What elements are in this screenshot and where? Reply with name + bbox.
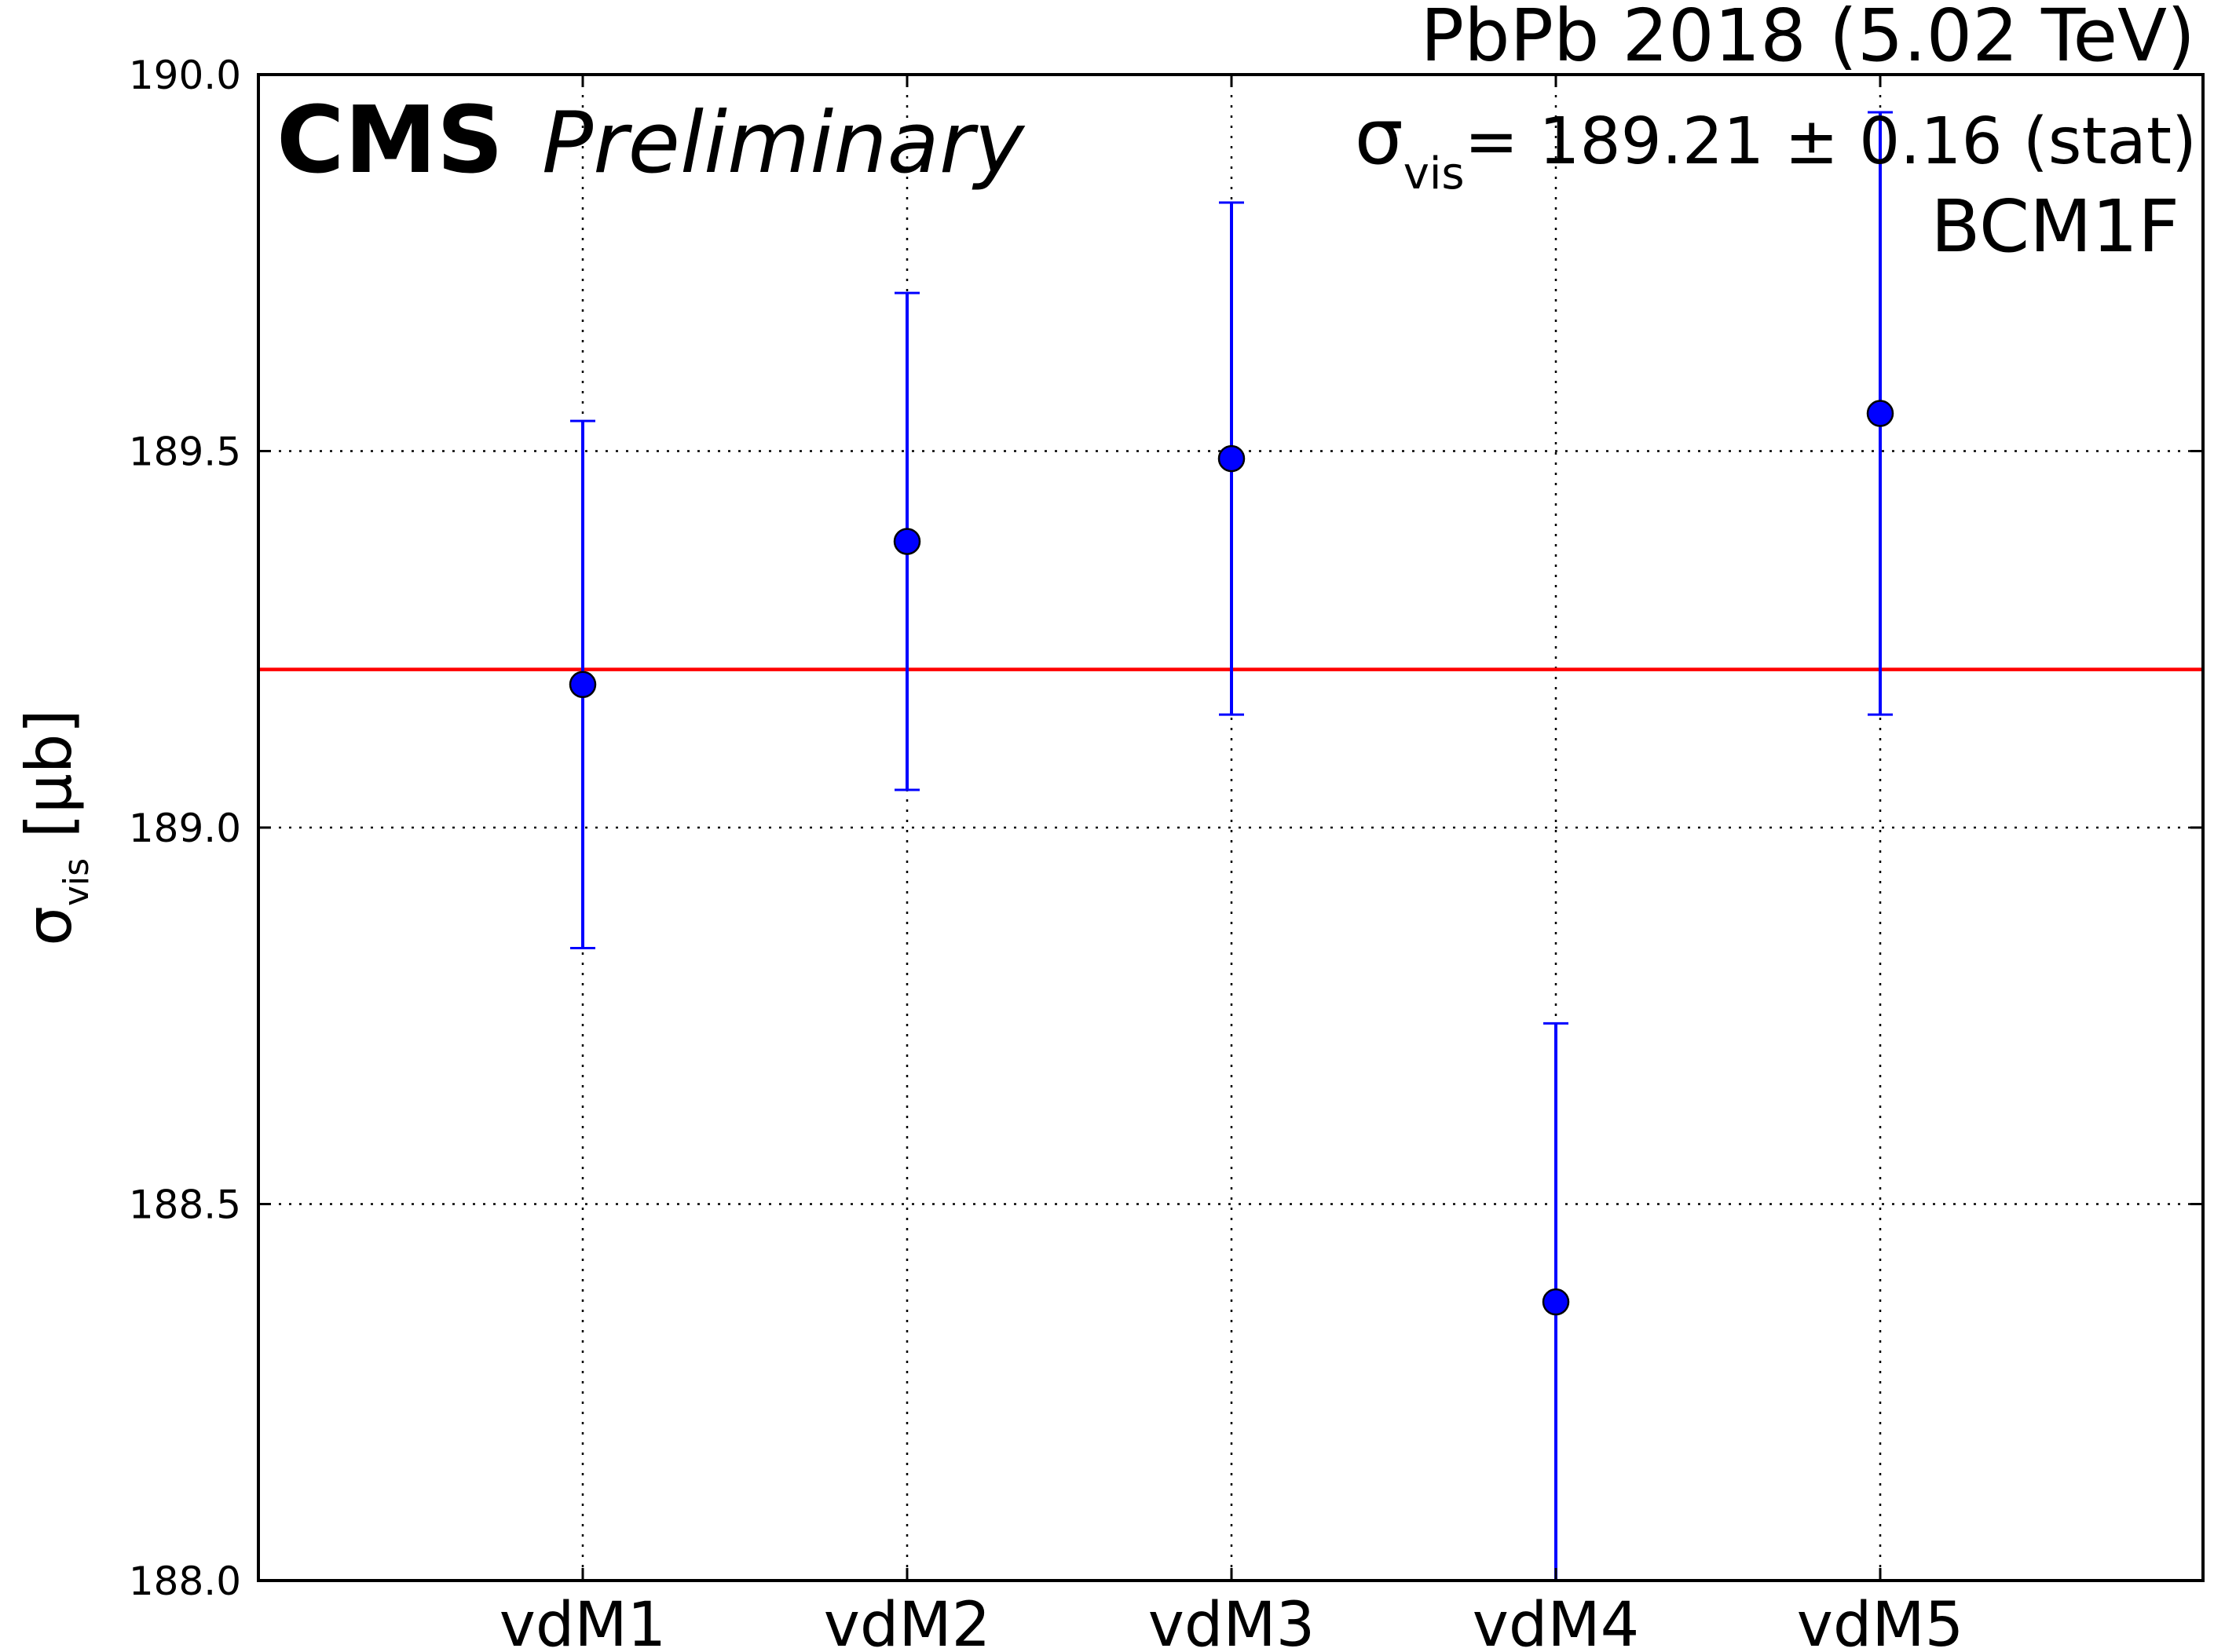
result-text: = 189.21 ± 0.16 (stat) (1465, 104, 2197, 179)
y-tick-label: 188.0 (129, 1559, 241, 1604)
y-axis-subscript: vis (57, 858, 97, 906)
x-tick-label: vdM2 (824, 1590, 991, 1652)
data-point (893, 528, 921, 555)
result-label: σvis= 189.21 ± 0.16 (stat) (1355, 93, 2197, 199)
data-point (1866, 400, 1894, 427)
detector-label: BCM1F (1930, 185, 2179, 269)
data-point (1542, 1288, 1570, 1316)
y-tick-label: 189.0 (129, 806, 241, 851)
data-point (1217, 444, 1246, 473)
result-symbol: σ (1355, 93, 1403, 182)
y-axis-symbol: σ (13, 906, 86, 946)
y-axis-label: σvis [μb] (13, 709, 97, 945)
y-ticks: 188.0 188.5 189.0 189.5 190.0 (129, 53, 2203, 1604)
x-tick-label: vdM5 (1797, 1590, 1964, 1652)
x-tick-label: vdM3 (1148, 1590, 1316, 1652)
y-tick-label: 190.0 (129, 53, 241, 98)
preliminary-label: Preliminary (542, 94, 1026, 192)
cms-label: CMS (276, 86, 503, 194)
x-tick-label: vdM4 (1473, 1590, 1640, 1652)
error-bars (570, 111, 1893, 1582)
result-subscript: vis (1403, 148, 1465, 199)
y-tick-label: 189.5 (129, 429, 241, 475)
y-tick-label: 188.5 (129, 1182, 241, 1228)
x-ticks: vdM1 vdM2 vdM3 vdM4 vdM5 (500, 75, 1964, 1652)
x-tick-label: vdM1 (500, 1590, 667, 1652)
dataset-label: PbPb 2018 (5.02 TeV) (1421, 0, 2195, 78)
data-points (569, 400, 1894, 1316)
y-axis-unit: [μb] (13, 709, 86, 858)
data-point (569, 671, 597, 699)
